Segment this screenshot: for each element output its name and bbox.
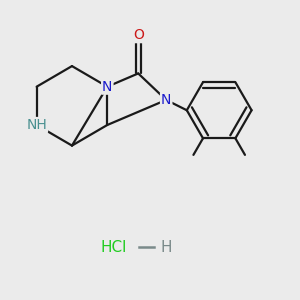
- Text: N: N: [161, 93, 171, 107]
- Text: HCl: HCl: [100, 240, 126, 255]
- Text: O: O: [133, 28, 144, 42]
- Text: N: N: [102, 80, 112, 94]
- Text: NH: NH: [26, 118, 47, 132]
- Text: H: H: [160, 240, 172, 255]
